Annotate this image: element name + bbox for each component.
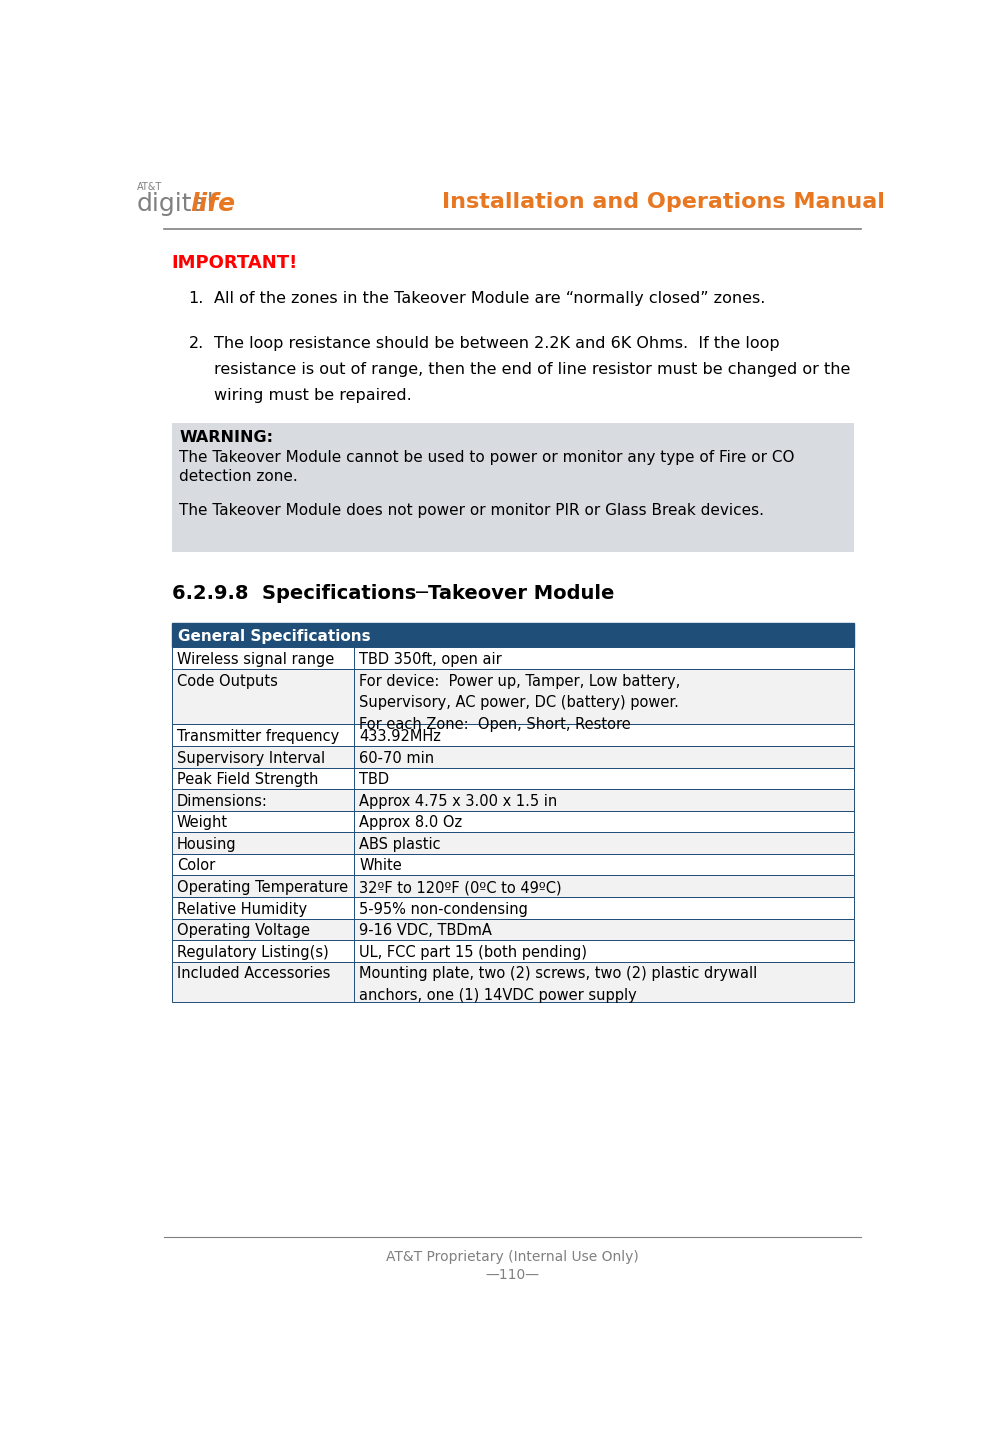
FancyBboxPatch shape bbox=[172, 961, 854, 1001]
FancyBboxPatch shape bbox=[172, 746, 854, 768]
Text: TBD: TBD bbox=[359, 772, 389, 788]
Text: ABS plastic: ABS plastic bbox=[359, 837, 441, 851]
Text: All of the zones in the Takeover Module are “normally closed” zones.: All of the zones in the Takeover Module … bbox=[214, 291, 766, 306]
Text: Regulatory Listing(s): Regulatory Listing(s) bbox=[177, 945, 329, 960]
Text: 1.: 1. bbox=[189, 291, 204, 306]
Text: WARNING:: WARNING: bbox=[179, 430, 273, 446]
FancyBboxPatch shape bbox=[172, 854, 854, 876]
Text: UL, FCC part 15 (both pending): UL, FCC part 15 (both pending) bbox=[359, 945, 587, 960]
Text: life: life bbox=[190, 192, 235, 215]
Text: Operating Temperature: Operating Temperature bbox=[177, 880, 348, 895]
Text: Code Outputs: Code Outputs bbox=[177, 674, 278, 688]
FancyBboxPatch shape bbox=[172, 768, 854, 789]
Text: Operating Voltage: Operating Voltage bbox=[177, 924, 310, 938]
Text: TBD 350ft, open air: TBD 350ft, open air bbox=[359, 652, 502, 667]
FancyBboxPatch shape bbox=[172, 919, 854, 939]
Text: AT&T Proprietary (Internal Use Only): AT&T Proprietary (Internal Use Only) bbox=[386, 1250, 639, 1264]
Text: Supervisory Interval: Supervisory Interval bbox=[177, 750, 325, 766]
Text: 5-95% non-condensing: 5-95% non-condensing bbox=[359, 902, 528, 916]
Text: The loop resistance should be between 2.2K and 6K Ohms.  If the loop: The loop resistance should be between 2.… bbox=[214, 336, 780, 351]
Text: 2.: 2. bbox=[189, 336, 204, 351]
Text: resistance is out of range, then the end of line resistor must be changed or the: resistance is out of range, then the end… bbox=[214, 362, 850, 377]
Text: AT&T: AT&T bbox=[137, 182, 162, 192]
FancyBboxPatch shape bbox=[172, 811, 854, 833]
FancyBboxPatch shape bbox=[172, 876, 854, 898]
Text: Included Accessories: Included Accessories bbox=[177, 967, 330, 981]
Text: digital: digital bbox=[137, 192, 214, 215]
Text: Mounting plate, two (2) screws, two (2) plastic drywall
anchors, one (1) 14VDC p: Mounting plate, two (2) screws, two (2) … bbox=[359, 967, 757, 1003]
Text: Wireless signal range: Wireless signal range bbox=[177, 652, 334, 667]
Text: Approx 4.75 x 3.00 x 1.5 in: Approx 4.75 x 3.00 x 1.5 in bbox=[359, 794, 557, 808]
Text: Approx 8.0 Oz: Approx 8.0 Oz bbox=[359, 815, 462, 830]
Text: Relative Humidity: Relative Humidity bbox=[177, 902, 307, 916]
Text: IMPORTANT!: IMPORTANT! bbox=[172, 254, 298, 273]
FancyBboxPatch shape bbox=[172, 939, 854, 961]
FancyBboxPatch shape bbox=[172, 724, 854, 746]
Text: Weight: Weight bbox=[177, 815, 228, 830]
Text: Dimensions:: Dimensions: bbox=[177, 794, 268, 808]
Text: 32ºF to 120ºF (0ºC to 49ºC): 32ºF to 120ºF (0ºC to 49ºC) bbox=[359, 880, 562, 895]
Text: Installation and Operations Manual: Installation and Operations Manual bbox=[442, 192, 885, 212]
Text: Color: Color bbox=[177, 859, 215, 873]
Text: 433.92MHz: 433.92MHz bbox=[359, 729, 441, 745]
FancyBboxPatch shape bbox=[172, 623, 854, 648]
Text: wiring must be repaired.: wiring must be repaired. bbox=[214, 388, 412, 403]
Text: The Takeover Module cannot be used to power or monitor any type of Fire or CO: The Takeover Module cannot be used to po… bbox=[179, 450, 795, 465]
Text: —110—: —110— bbox=[486, 1268, 540, 1281]
FancyBboxPatch shape bbox=[172, 898, 854, 919]
Text: 9-16 VDC, TBDmA: 9-16 VDC, TBDmA bbox=[359, 924, 492, 938]
Text: detection zone.: detection zone. bbox=[179, 469, 298, 483]
Text: 60-70 min: 60-70 min bbox=[359, 750, 434, 766]
FancyBboxPatch shape bbox=[172, 648, 854, 670]
FancyBboxPatch shape bbox=[172, 789, 854, 811]
Text: Transmitter frequency: Transmitter frequency bbox=[177, 729, 339, 745]
FancyBboxPatch shape bbox=[172, 423, 854, 553]
Text: Peak Field Strength: Peak Field Strength bbox=[177, 772, 318, 788]
Text: White: White bbox=[359, 859, 402, 873]
Text: General Specifications: General Specifications bbox=[178, 629, 370, 644]
Text: 6.2.9.8  Specifications─Takeover Module: 6.2.9.8 Specifications─Takeover Module bbox=[172, 584, 614, 603]
Text: For device:  Power up, Tamper, Low battery,
Supervisory, AC power, DC (battery) : For device: Power up, Tamper, Low batter… bbox=[359, 674, 680, 732]
Text: Housing: Housing bbox=[177, 837, 237, 851]
Text: The Takeover Module does not power or monitor PIR or Glass Break devices.: The Takeover Module does not power or mo… bbox=[179, 502, 764, 518]
FancyBboxPatch shape bbox=[172, 833, 854, 854]
FancyBboxPatch shape bbox=[172, 670, 854, 724]
